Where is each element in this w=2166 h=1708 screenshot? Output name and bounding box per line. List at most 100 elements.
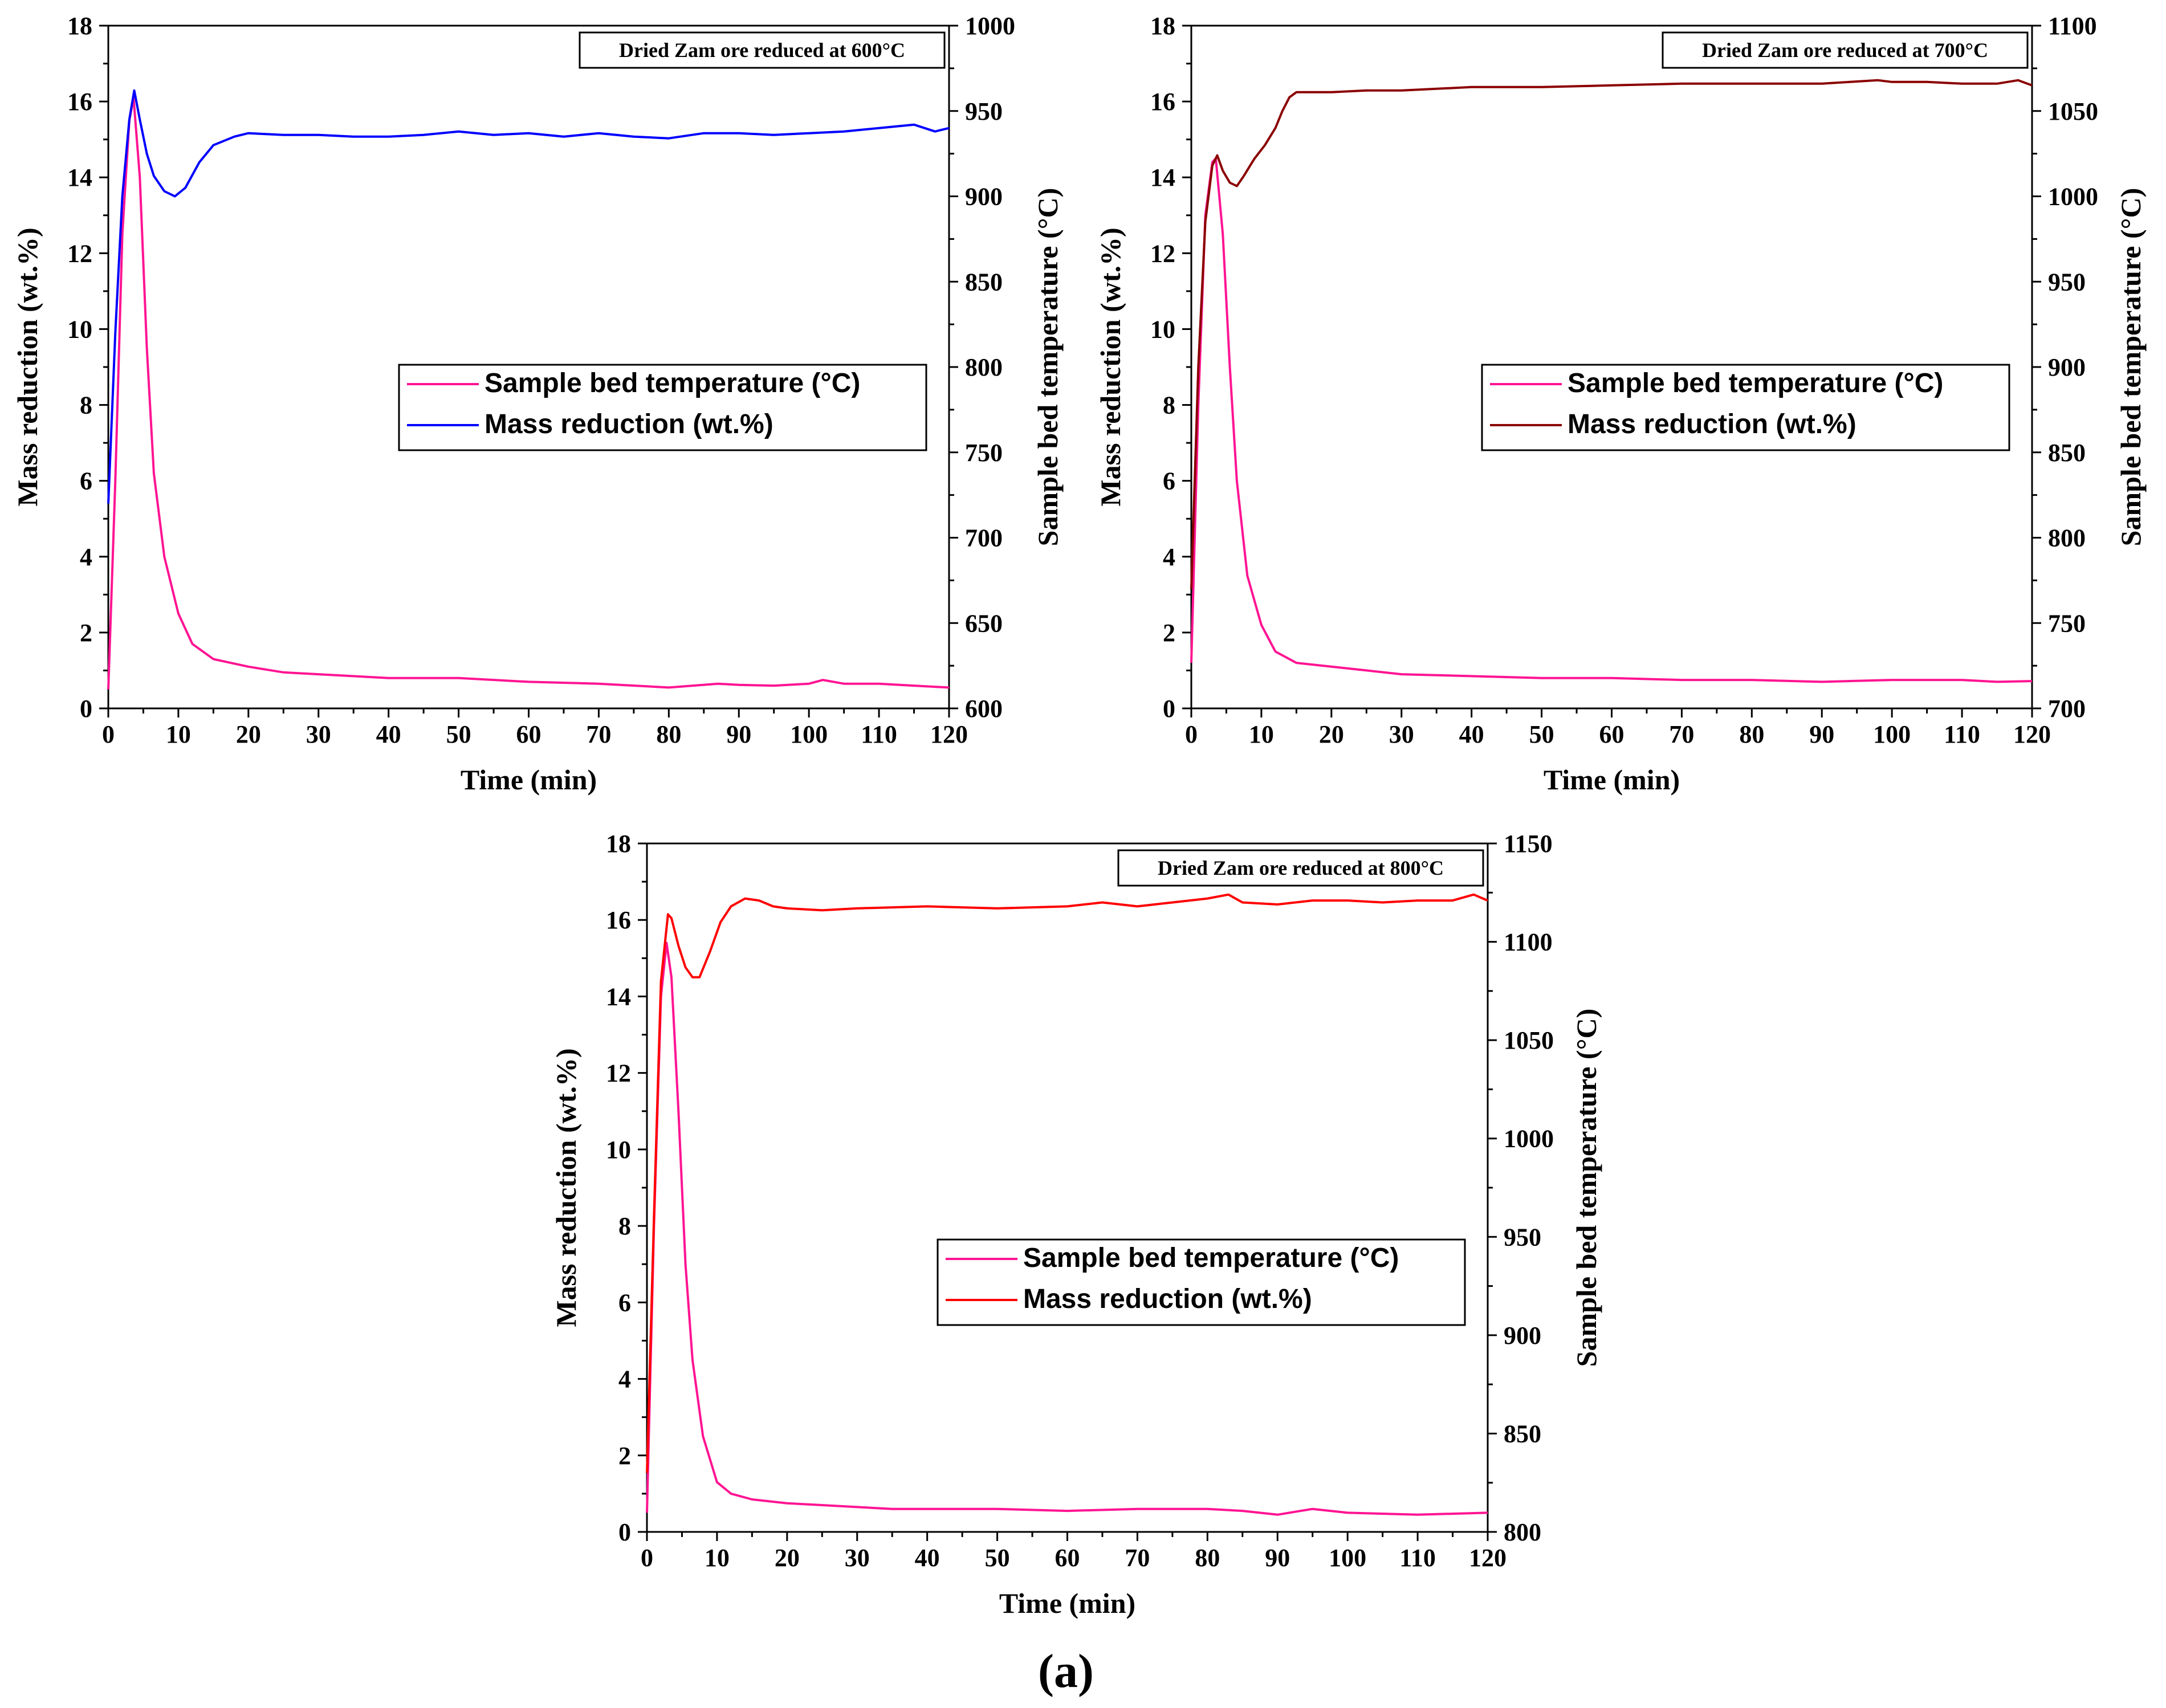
figure-caption: (a) — [1038, 1645, 1094, 1698]
annotation-text: Dried Zam ore reduced at 800°C — [1158, 857, 1444, 879]
y-tick-label: 4 — [618, 1365, 631, 1393]
y2-tick-label: 750 — [965, 439, 1003, 467]
y-tick-label: 10 — [67, 315, 92, 343]
legend-label: Mass reduction (wt.%) — [484, 409, 773, 439]
y-tick-label: 2 — [1163, 619, 1175, 647]
y2-tick-label: 650 — [965, 609, 1003, 637]
x-tick-label: 110 — [861, 720, 897, 748]
y2-tick-label: 1000 — [1504, 1125, 1554, 1153]
x-tick-label: 120 — [2013, 720, 2051, 748]
y-tick-label: 10 — [606, 1136, 631, 1164]
x-tick-label: 10 — [166, 720, 191, 748]
x-tick-label: 60 — [1599, 720, 1624, 748]
x-tick-label: 70 — [586, 720, 611, 748]
legend-label: Sample bed temperature (°C) — [484, 368, 860, 398]
y2-tick-label: 1100 — [2048, 12, 2097, 40]
y2-tick-label: 700 — [965, 524, 1003, 552]
y-tick-label: 18 — [606, 830, 631, 858]
series-line-mass-reduction — [107, 89, 950, 504]
x-tick-label: 70 — [1125, 1544, 1150, 1572]
x-tick-label: 60 — [516, 720, 542, 748]
x-tick-label: 90 — [1809, 720, 1834, 748]
y2-tick-label: 700 — [2048, 695, 2086, 723]
legend-label: Sample bed temperature (°C) — [1023, 1243, 1399, 1273]
x-tick-label: 60 — [1055, 1544, 1080, 1572]
y2-tick-label: 800 — [965, 353, 1003, 381]
y-tick-label: 16 — [606, 906, 631, 934]
legend-label: Mass reduction (wt.%) — [1567, 409, 1856, 439]
y2-tick-label: 850 — [1504, 1420, 1541, 1448]
y-tick-label: 12 — [1150, 239, 1175, 267]
y2-axis-title: Sample bed temperature (°C) — [2115, 188, 2147, 547]
x-axis-title: Time (min) — [999, 1587, 1135, 1619]
annotation-box — [1117, 849, 1484, 887]
x-tick-label: 10 — [1249, 720, 1274, 748]
panel-600c: 0 10 20 30 40 50 60 70 80 90 100 110 120 0 2 4 6 8 10 12 14 1… — [11, 12, 1064, 796]
y-tick-label: 12 — [67, 239, 92, 267]
y-tick-label: 16 — [1150, 88, 1175, 116]
y-tick-label: 14 — [67, 164, 92, 191]
x-tick-label: 20 — [775, 1544, 800, 1572]
x-tick-label: 50 — [985, 1544, 1010, 1572]
y-tick-label: 16 — [67, 88, 92, 116]
y2-axis-title: Sample bed temperature (°C) — [1032, 188, 1064, 547]
y-tick-label: 10 — [1150, 315, 1175, 343]
x-tick-label: 40 — [376, 720, 401, 748]
x-tick-label: 100 — [1873, 720, 1911, 748]
y2-tick-label: 1050 — [1504, 1026, 1554, 1054]
x-tick-label: 30 — [845, 1544, 870, 1572]
x-axis-title: Time (min) — [461, 764, 597, 796]
y-tick-label: 18 — [1150, 12, 1175, 40]
annotation-text: Dried Zam ore reduced at 600°C — [619, 39, 905, 62]
x-tick-label: 20 — [236, 720, 261, 748]
y-tick-label: 8 — [80, 392, 92, 419]
x-tick-label: 70 — [1669, 720, 1694, 748]
x-tick-label: 90 — [1265, 1544, 1290, 1572]
panel-700c: 0 10 20 30 40 50 60 70 80 90 100 110 120 0 2 4 6 8 10 12 14 1… — [1094, 12, 2147, 796]
y-tick-label: 8 — [1163, 392, 1175, 419]
y2-axis-title: Sample bed temperature (°C) — [1570, 1009, 1602, 1367]
y2-tick-label: 600 — [965, 695, 1003, 723]
x-tick-label: 80 — [656, 720, 681, 748]
y2-tick-label: 850 — [2048, 439, 2086, 467]
y2-tick-label: 1050 — [2048, 97, 2098, 125]
y2-tick-label: 950 — [1504, 1223, 1541, 1251]
y2-tick-label: 950 — [2048, 268, 2086, 296]
x-tick-label: 90 — [726, 720, 751, 748]
x-tick-label: 50 — [446, 720, 471, 748]
x-tick-label: 0 — [641, 1544, 653, 1572]
annotation-box — [1662, 31, 2029, 69]
y-tick-label: 18 — [67, 12, 92, 40]
x-tick-label: 120 — [1469, 1544, 1507, 1572]
y2-tick-label: 950 — [965, 97, 1003, 125]
y-tick-label: 6 — [80, 467, 92, 495]
legend-box — [398, 364, 927, 451]
y2-tick-label: 1100 — [1504, 928, 1553, 956]
x-tick-label: 20 — [1319, 720, 1344, 748]
y2-tick-label: 750 — [2048, 609, 2086, 637]
series-line-bed-temperature — [646, 941, 1488, 1516]
y-axis-title: Mass reduction (wt.%) — [550, 1048, 582, 1327]
y2-tick-label: 850 — [965, 268, 1003, 296]
x-tick-label: 30 — [1389, 720, 1414, 748]
legend-box — [937, 1238, 1466, 1326]
x-tick-label: 100 — [1329, 1544, 1366, 1572]
y-tick-label: 4 — [80, 543, 92, 571]
y2-tick-label: 900 — [1504, 1322, 1541, 1350]
y-tick-label: 0 — [80, 695, 92, 723]
y2-tick-label: 1000 — [2048, 183, 2098, 211]
y-tick-label: 6 — [618, 1289, 631, 1316]
y2-tick-label: 900 — [2048, 353, 2086, 381]
annotation-text: Dried Zam ore reduced at 700°C — [1702, 39, 1988, 62]
y-tick-label: 0 — [618, 1518, 631, 1546]
x-tick-label: 80 — [1739, 720, 1764, 748]
y-tick-label: 2 — [80, 619, 92, 647]
y2-tick-label: 800 — [1504, 1518, 1541, 1546]
x-tick-label: 30 — [306, 720, 331, 748]
y2-tick-label: 900 — [965, 183, 1003, 211]
y-tick-label: 0 — [1163, 695, 1175, 723]
x-tick-label: 110 — [1399, 1544, 1436, 1572]
y2-tick-label: 1000 — [965, 12, 1015, 40]
y-tick-label: 14 — [606, 983, 631, 1010]
